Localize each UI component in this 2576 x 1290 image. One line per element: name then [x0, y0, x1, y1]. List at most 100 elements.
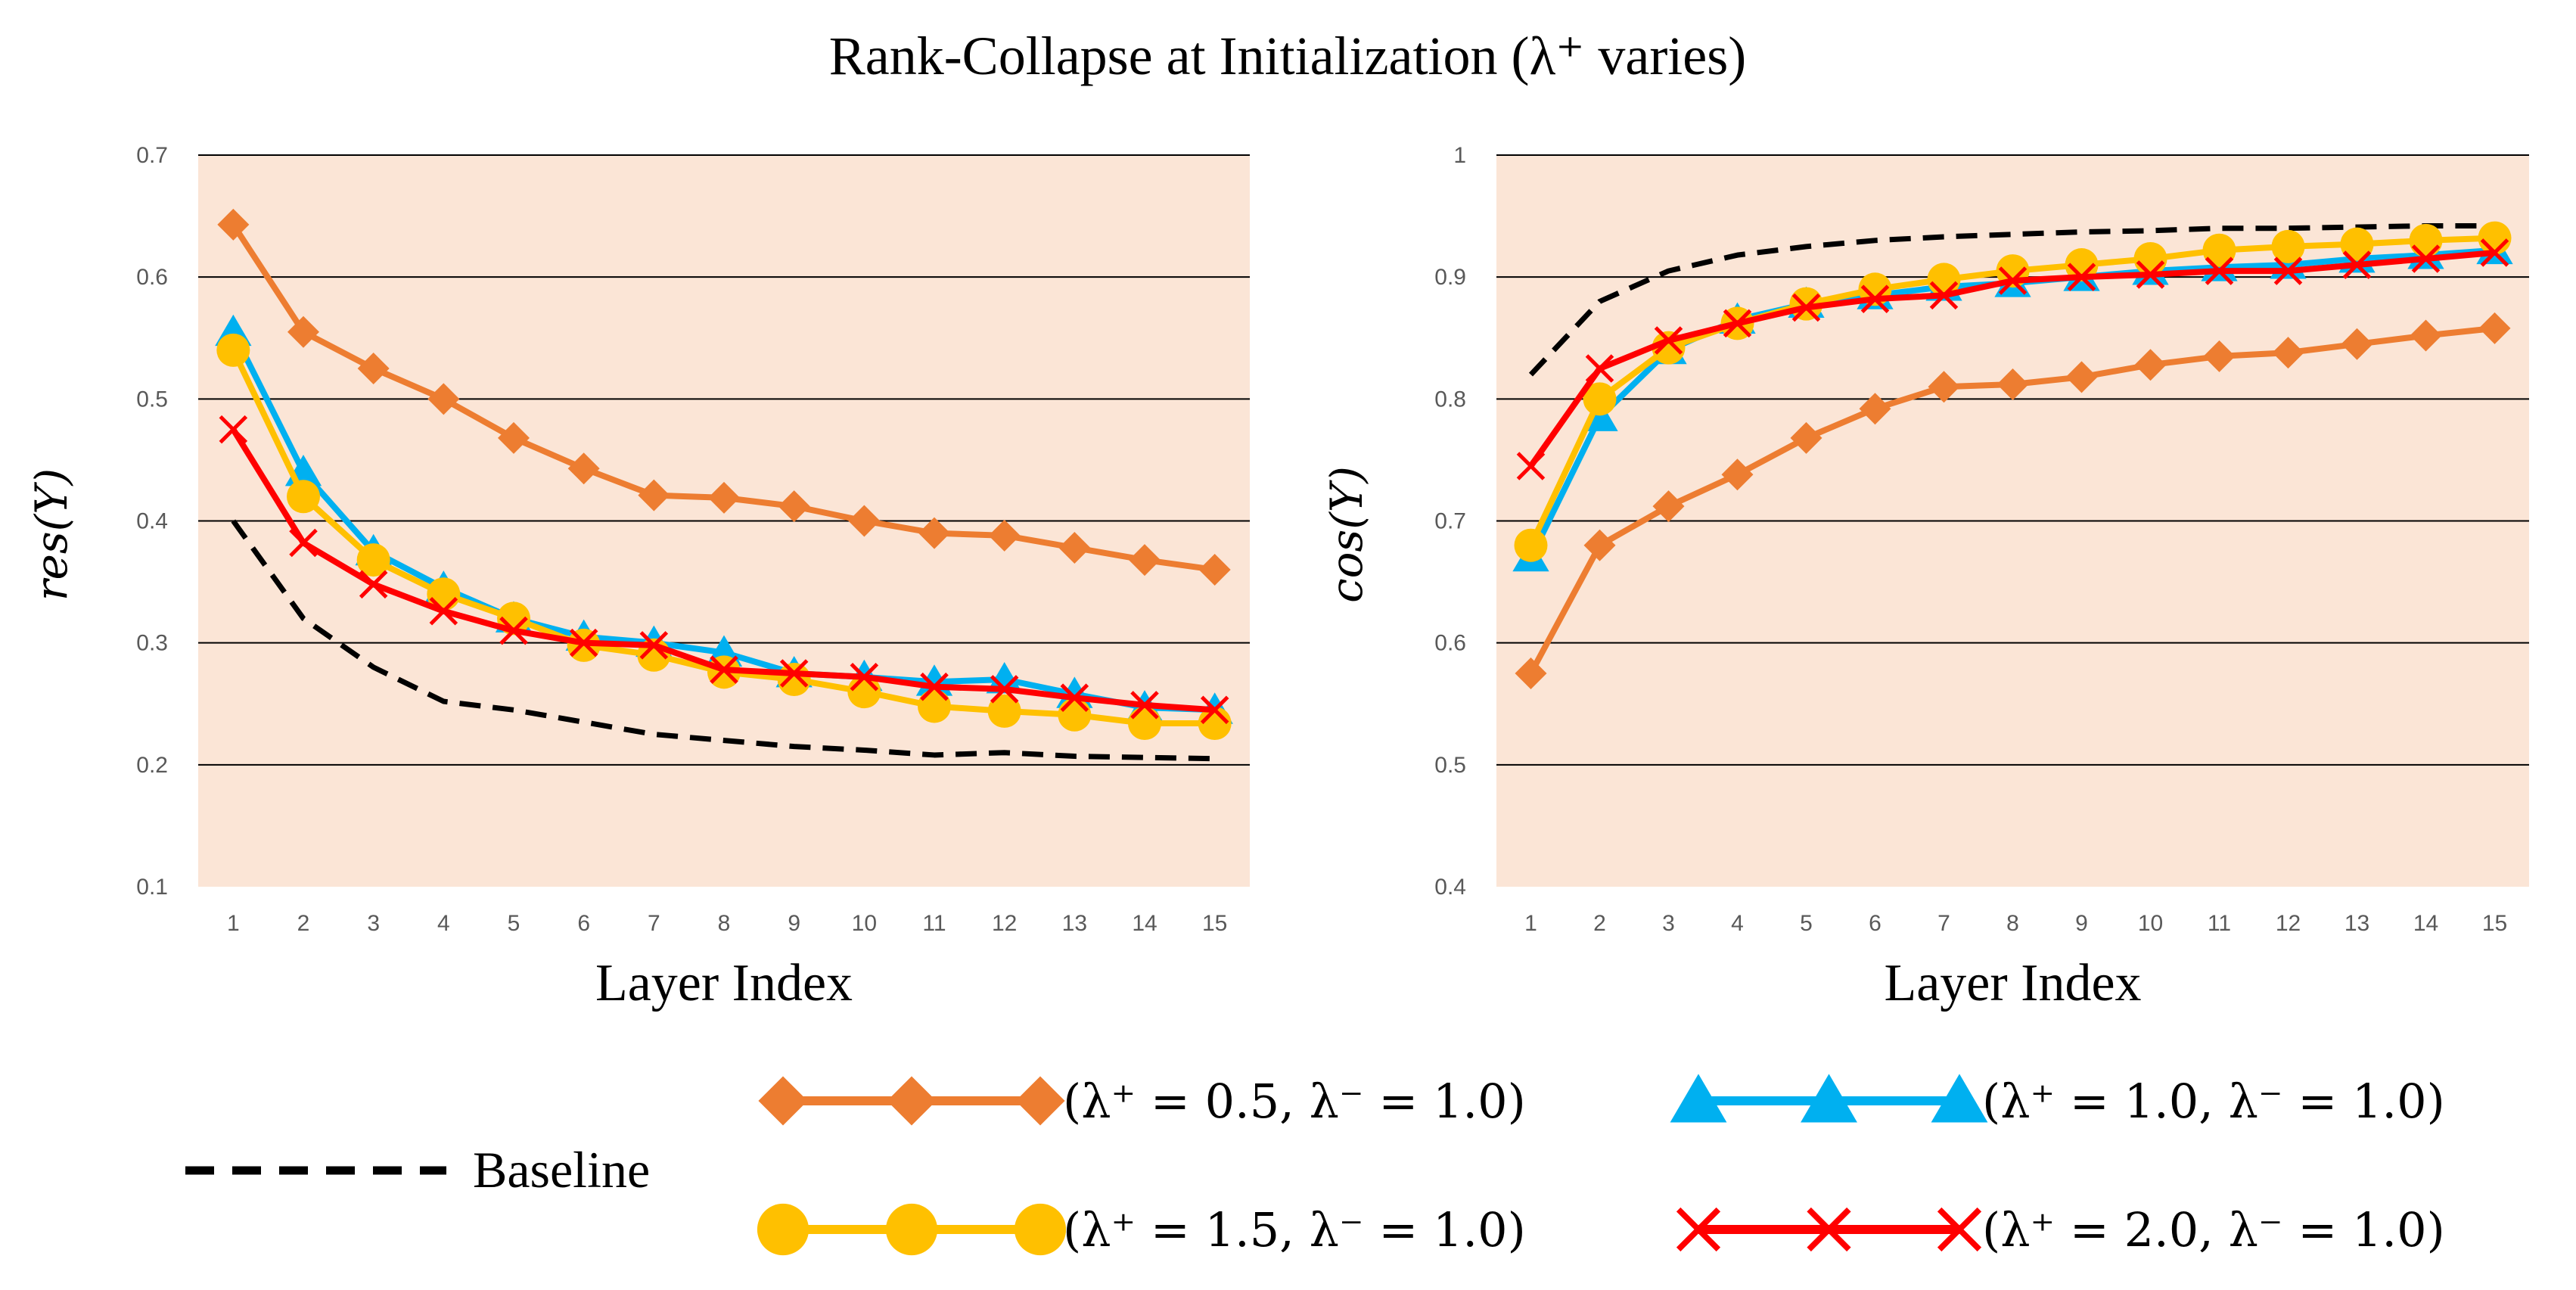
- x-tick-label: 1: [227, 911, 240, 936]
- data-point: [1583, 529, 1616, 561]
- data-point: [988, 519, 1021, 552]
- data-point: [1516, 452, 1546, 480]
- legend-item: (λ⁺ = 2.0, λ⁻ = 1.0): [1676, 1202, 2445, 1257]
- data-point: [2202, 233, 2236, 267]
- data-point: [219, 415, 248, 444]
- data-point: [1998, 266, 2028, 295]
- x-tick-label: 9: [788, 911, 800, 936]
- y-tick-label: 0.4: [1434, 875, 1466, 900]
- res-chart-panel: 0.10.20.30.40.50.60.71 2 3 4 5 6 7 8 9 10 11 12 13 14…: [26, 143, 1250, 1012]
- x-tick-label: 7: [648, 911, 660, 936]
- y-axis-label: res(Y): [26, 468, 77, 601]
- x-tick-label: 12: [2276, 911, 2301, 936]
- series-diamond: [1515, 312, 2511, 689]
- data-point: [987, 694, 1021, 728]
- data-point: [217, 208, 250, 241]
- data-point: [2342, 250, 2372, 279]
- y-tick-label: 0.5: [136, 387, 168, 412]
- data-point: [2272, 337, 2304, 369]
- legend-marker: [1015, 1076, 1065, 1126]
- data-point: [918, 517, 950, 549]
- data-point: [2411, 244, 2441, 273]
- data-point: [357, 353, 390, 385]
- y-tick-label: 0.1: [136, 875, 168, 900]
- x-tick-label: 15: [1202, 911, 1227, 936]
- series-x: [1516, 238, 2509, 480]
- x-tick-label: 13: [1062, 911, 1087, 936]
- data-point: [2341, 328, 2373, 360]
- y-tick-label: 0.6: [1434, 631, 1466, 656]
- legend-marker: [1807, 1207, 1851, 1252]
- x-tick-label: 5: [508, 911, 520, 936]
- series-line: [231, 519, 1215, 762]
- data-point: [1654, 326, 1683, 355]
- data-point: [1060, 683, 1089, 712]
- x-tick-label: 8: [718, 911, 731, 936]
- data-point: [778, 490, 810, 523]
- data-point: [2271, 229, 2305, 263]
- data-point: [986, 662, 1023, 694]
- data-point: [850, 663, 879, 692]
- series-baseline: [1528, 222, 2495, 377]
- x-tick-label: 2: [1593, 911, 1606, 936]
- legend-marker: [887, 1076, 937, 1126]
- data-point: [356, 543, 390, 577]
- data-point: [1859, 393, 1891, 425]
- x-tick-label: 3: [367, 911, 380, 936]
- x-tick-label: 14: [2413, 911, 2438, 936]
- data-point: [567, 452, 600, 485]
- data-point: [287, 480, 320, 514]
- x-tick-label: 9: [2075, 911, 2088, 936]
- data-point: [2067, 263, 2096, 291]
- y-tick-label: 0.2: [136, 753, 168, 778]
- data-point: [779, 659, 809, 688]
- data-point: [1129, 544, 1161, 577]
- data-point: [1928, 371, 1960, 403]
- legend-marker: [757, 1203, 809, 1256]
- data-point: [289, 528, 318, 558]
- data-point: [639, 631, 669, 660]
- legend-marker: [1931, 1074, 1988, 1123]
- legend: Baseline (λ⁺ = 0.5, λ⁻ = 1.0) (λ⁺ = 1.0, λ…: [185, 1074, 2445, 1257]
- data-point: [2203, 340, 2236, 372]
- legend-label: (λ⁺ = 2.0, λ⁻ = 1.0): [1982, 1202, 2445, 1257]
- legend-marker: [758, 1076, 808, 1126]
- data-point: [2133, 241, 2167, 275]
- x-tick-label: 2: [297, 911, 310, 936]
- series-baseline: [231, 519, 1215, 762]
- x-tick-label: 4: [1731, 911, 1744, 936]
- data-point: [2136, 260, 2165, 289]
- data-point: [1515, 657, 1547, 689]
- x-tick-label: 3: [1662, 911, 1675, 936]
- legend-label: (λ⁺ = 1.0, λ⁻ = 1.0): [1982, 1074, 2445, 1129]
- data-point: [708, 481, 740, 514]
- y-axis-label: cos(Y): [1321, 466, 1372, 603]
- x-tick-label: 6: [1869, 911, 1882, 936]
- legend-label: (λ⁺ = 1.5, λ⁻ = 1.0): [1063, 1202, 1526, 1257]
- data-point: [848, 505, 881, 537]
- data-point: [1929, 281, 1959, 310]
- y-tick-label: 0.9: [1434, 265, 1466, 290]
- legend-marker: [1676, 1207, 1721, 1252]
- series-diamond: [217, 208, 1231, 586]
- data-point: [1790, 421, 1822, 454]
- data-point: [1652, 490, 1685, 523]
- data-point: [2478, 221, 2512, 255]
- data-point: [638, 479, 670, 511]
- y-tick-label: 0.8: [1434, 387, 1466, 412]
- y-tick-label: 0.4: [136, 509, 168, 534]
- legend-marker: [1801, 1074, 1857, 1123]
- data-point: [920, 672, 949, 701]
- cos-chart-panel: 0.40.50.60.70.80.911 2 3 4 5 6 7 8 9 10 11 12 13 14 15…: [1321, 143, 2529, 1012]
- legend-item: (λ⁺ = 1.0, λ⁻ = 1.0): [1670, 1074, 2445, 1129]
- x-tick-label: 12: [992, 911, 1017, 936]
- data-point: [2409, 223, 2443, 257]
- data-point: [2205, 256, 2234, 285]
- x-tick-label: 10: [852, 911, 877, 936]
- legend-label: (λ⁺ = 0.5, λ⁻ = 1.0): [1063, 1074, 1526, 1129]
- x-tick-label: 13: [2345, 911, 2369, 936]
- x-tick-label: 1: [1524, 911, 1537, 936]
- x-tick-label: 8: [2006, 911, 2019, 936]
- data-point: [1723, 309, 1752, 338]
- legend-marker: [885, 1203, 938, 1256]
